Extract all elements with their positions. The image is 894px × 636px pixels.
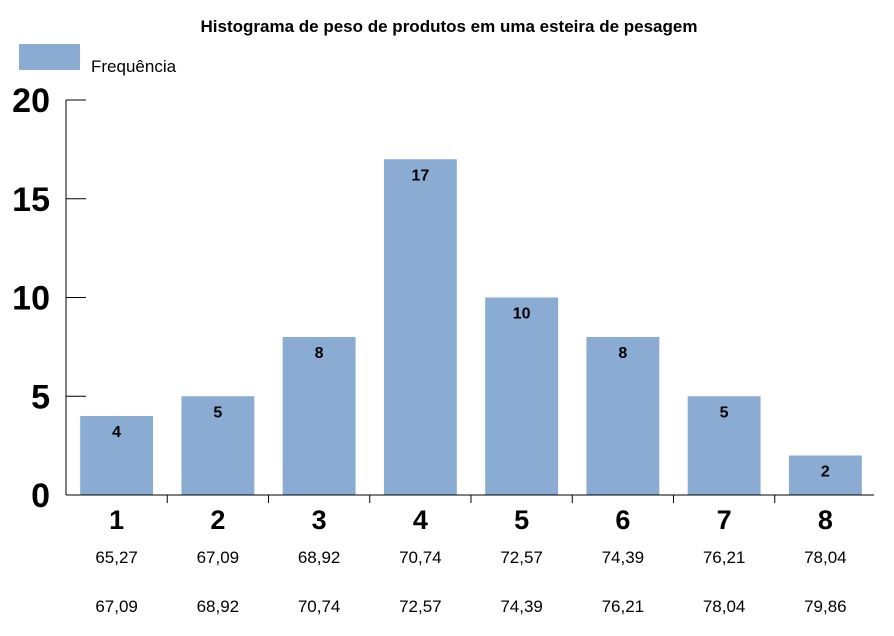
bar-value-label: 2 — [821, 464, 830, 481]
bar — [181, 396, 255, 495]
y-tick-label: 10 — [12, 280, 50, 318]
bin-lower-label: 72,57 — [500, 548, 543, 567]
bar — [282, 337, 356, 495]
x-tick-label: 1 — [109, 505, 124, 535]
bin-lower-label: 65,27 — [95, 548, 138, 567]
y-tick-label: 0 — [31, 477, 50, 515]
bin-lower-label: 70,74 — [399, 548, 442, 567]
bar — [80, 416, 154, 495]
bin-upper-label: 67,09 — [95, 597, 138, 616]
bar-value-label: 10 — [513, 306, 531, 323]
bin-lower-label: 68,92 — [298, 548, 341, 567]
bar — [383, 159, 457, 495]
bar — [485, 297, 559, 495]
x-tick-label: 7 — [717, 505, 732, 535]
bar-value-label: 5 — [720, 404, 729, 421]
bar-value-label: 5 — [213, 404, 222, 421]
bar — [788, 455, 862, 495]
bin-lower-label: 67,09 — [197, 548, 240, 567]
bar-value-label: 17 — [411, 167, 429, 184]
legend-label: Frequência — [91, 57, 177, 76]
y-tick-label: 5 — [31, 378, 50, 416]
legend: Frequência — [19, 44, 177, 76]
bar-value-label: 8 — [315, 345, 324, 362]
y-axis-labels: 0 5 10 15 20 — [12, 82, 86, 515]
bin-upper-label: 76,21 — [602, 597, 645, 616]
x-axis-labels: 1 65,27 67,09 2 67,09 68,92 3 68,92 70,74 4 70,74 7… — [95, 495, 847, 616]
bin-lower-label: 78,04 — [804, 548, 847, 567]
x-tick-label: 5 — [514, 505, 529, 535]
bar-value-label: 4 — [112, 424, 121, 441]
bar — [687, 396, 761, 495]
x-tick-label: 6 — [615, 505, 630, 535]
x-tick-label: 2 — [210, 505, 225, 535]
bin-upper-label: 74,39 — [500, 597, 543, 616]
bin-upper-label: 68,92 — [197, 597, 240, 616]
bin-lower-label: 74,39 — [602, 548, 645, 567]
bin-upper-label: 78,04 — [703, 597, 746, 616]
bar-value-label: 8 — [618, 345, 627, 362]
bin-upper-label: 72,57 — [399, 597, 442, 616]
bar — [586, 337, 660, 495]
bin-lower-label: 76,21 — [703, 548, 746, 567]
bin-upper-label: 79,86 — [804, 597, 847, 616]
x-tick-label: 8 — [818, 505, 833, 535]
y-tick-label: 20 — [12, 82, 50, 120]
legend-swatch — [19, 44, 80, 70]
bars-group: 4 5 8 17 10 8 5 2 — [80, 159, 862, 495]
y-tick-label: 15 — [12, 181, 50, 219]
chart-title: Histograma de peso de produtos em uma es… — [201, 17, 698, 36]
x-tick-label: 3 — [312, 505, 327, 535]
x-tick-label: 4 — [413, 505, 428, 535]
bin-upper-label: 70,74 — [298, 597, 341, 616]
